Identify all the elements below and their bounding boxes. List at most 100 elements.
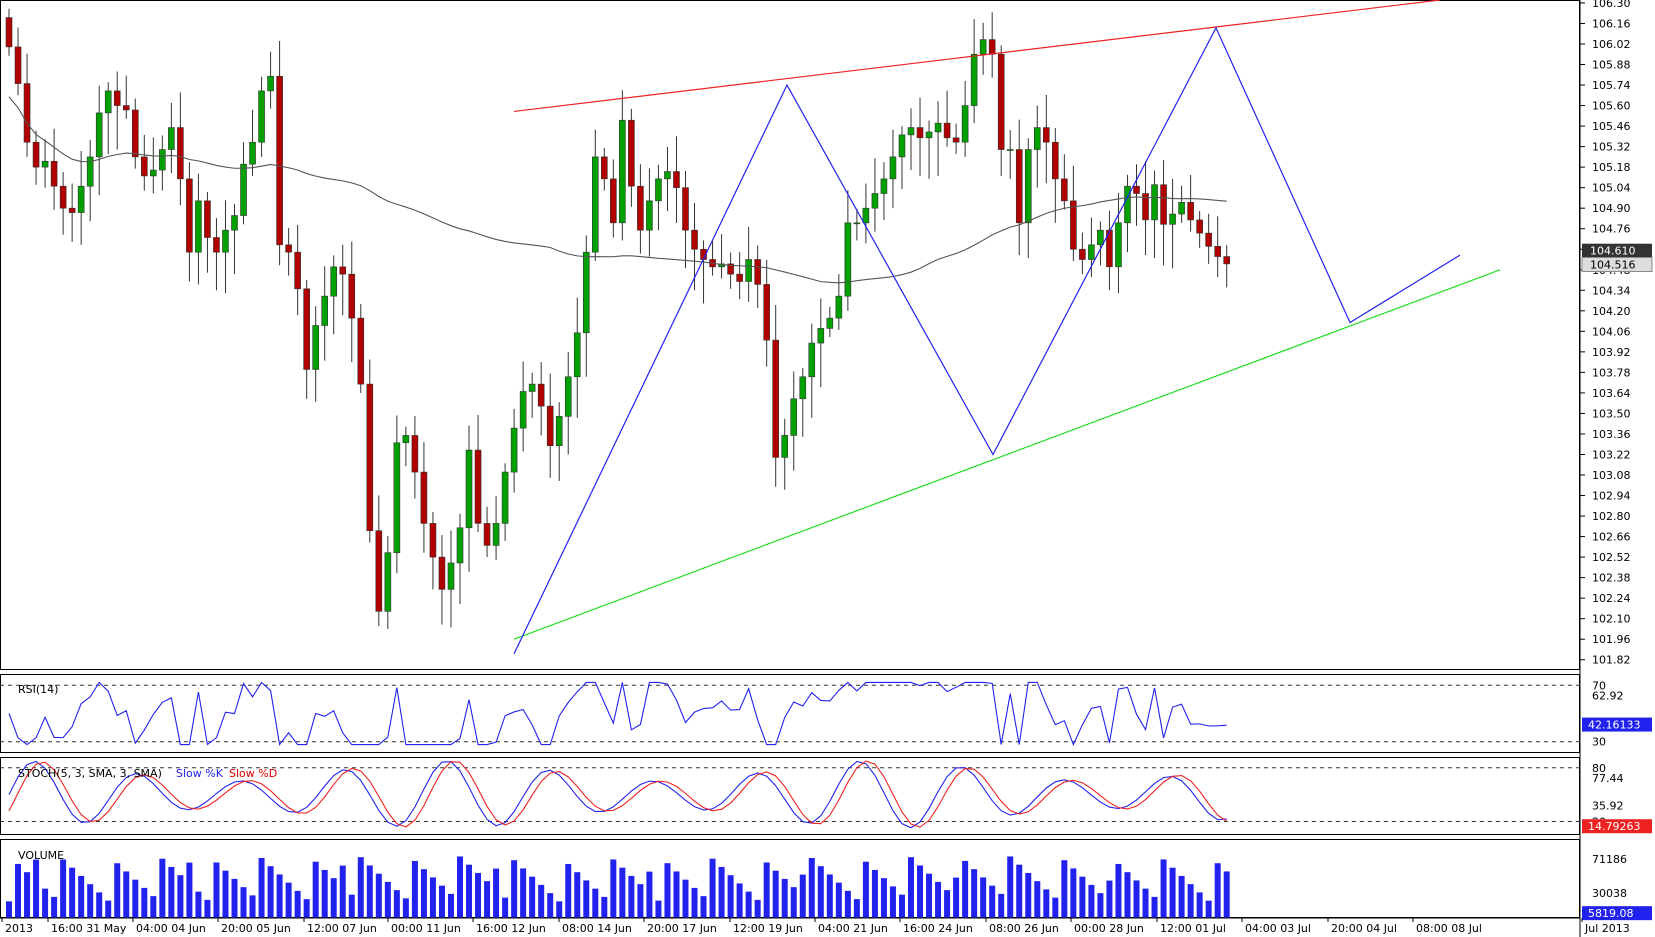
volume-bar [69,867,76,918]
candle-body [177,127,184,180]
volume-bar [411,860,418,918]
time-tick-label: 00:00 28 Jun [1074,922,1144,935]
candle [1006,130,1014,179]
candle-body [537,383,545,407]
volume-bar [646,871,653,918]
candle [357,304,365,393]
candle-body [339,266,347,275]
stoch-k-line [8,760,1227,829]
price-tick-label: 103.08 [1592,469,1631,482]
candle-body [528,383,536,392]
candle [1052,128,1059,223]
volume-bar [691,887,698,918]
volume-bar [1142,888,1149,918]
stoch-d-line [8,760,1228,828]
candle-body [186,178,193,253]
candle [925,120,933,179]
candle-body [1088,244,1095,260]
volume-bar [87,884,94,918]
volume-bar [96,892,103,918]
candle [141,134,148,191]
volume-bar [33,859,40,918]
candle [411,416,419,499]
candle-body [59,185,67,209]
candle-body [50,160,58,187]
candle-body [104,90,112,114]
candle-body [591,156,599,253]
candle-body [826,317,834,329]
candle-body [77,185,85,213]
candle-body [997,53,1005,150]
price-tick-label: 103.36 [1592,428,1631,441]
volume-bar [114,863,121,918]
candle-body [456,527,464,564]
candle [601,148,608,191]
candle-body [628,119,635,187]
candle-body [673,171,680,188]
candle-body [222,229,229,253]
candle-body [122,105,130,111]
candle-body [86,156,94,187]
candle-body [1169,213,1176,225]
resistance-trendline [513,0,1441,113]
volume-bar [438,885,445,918]
candle [655,164,662,231]
candle [276,41,283,266]
volume-bar [637,884,644,918]
candle-body [619,119,626,224]
stoch-value-box [1582,819,1652,834]
price-tick-label: 101.82 [1592,654,1631,667]
candle-body [357,317,365,385]
candle-body [1024,149,1032,224]
candle [231,204,238,275]
price-tick-label: 105.32 [1592,141,1631,154]
time-tick-label: 08:00 08 Jul [1416,922,1482,935]
volume-bar [24,872,31,918]
candle [664,146,671,212]
candle [537,362,545,436]
volume-bar [168,866,175,918]
candle-body [646,200,653,231]
candle-body [664,171,671,180]
candle-body [312,325,319,370]
volume-bar [772,870,779,918]
candle [50,128,58,210]
candle-body [1151,184,1158,221]
candle [420,442,428,553]
candle [501,463,509,541]
candle [303,280,310,399]
candle [159,135,166,191]
candle-body [898,134,906,158]
candle [474,414,482,533]
candle [86,140,94,222]
volume-bar [15,863,22,918]
volume-panel[interactable]: 71186 30038 5819.08 [6,853,1652,921]
candle-body [150,169,157,177]
candle-body [510,427,518,473]
volume-bar [520,868,527,918]
volume-bar [1178,875,1185,918]
volume-bar [466,864,473,918]
volume-bar [60,859,67,918]
last-price-box-1 [1582,243,1652,258]
rsi-axis-label: 70 [1592,679,1606,692]
volume-bar [493,868,500,918]
candle-body [1160,184,1167,225]
candle [880,162,888,220]
candle [384,536,392,629]
candle [934,101,942,176]
price-tick-label: 102.24 [1592,592,1631,605]
candle-body [1052,141,1059,180]
volume-bar [231,878,238,918]
time-tick-label: 20:00 17 Jun [647,922,717,935]
candle-body [68,207,76,213]
volume-bar [898,894,905,918]
candle-body [411,435,419,473]
volume-bar [727,875,734,918]
price-tick-label: 102.52 [1592,551,1631,564]
price-panel[interactable] [0,0,1581,937]
volume-bar [556,901,563,918]
